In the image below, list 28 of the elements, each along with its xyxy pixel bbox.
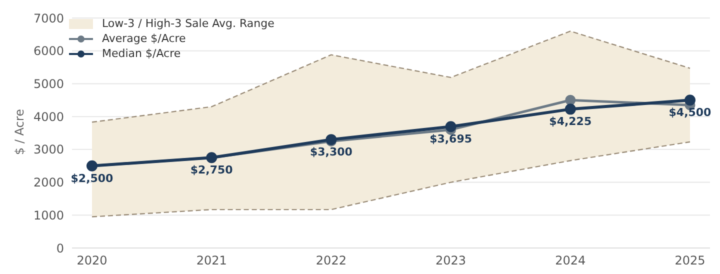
data-label: $2,500: [70, 172, 114, 185]
data-label: $3,300: [310, 146, 353, 159]
x-tick-label: 2023: [436, 254, 466, 268]
y-tick-label: 4000: [33, 110, 64, 124]
data-label: $2,750: [190, 164, 234, 177]
y-tick-label: 1000: [33, 208, 64, 222]
point: [684, 94, 696, 106]
point: [565, 94, 576, 106]
y-axis-title: $ / Acre: [12, 109, 26, 155]
x-tick-label: 2025: [674, 254, 706, 268]
x-tick-label: 2020: [76, 254, 108, 268]
y-tick-label: 3000: [33, 142, 64, 157]
y-tick-label: 6000: [33, 44, 64, 58]
y-tick-label: 5000: [33, 76, 64, 91]
point: [564, 104, 576, 115]
y-tick-label: 0: [56, 241, 64, 256]
data-label: $4,225: [549, 115, 592, 128]
data-label: $3,695: [430, 132, 472, 146]
x-tick-label: 2021: [196, 254, 227, 268]
x-tick-label: 2024: [555, 254, 586, 268]
data-label: $4,500: [668, 106, 712, 120]
legend-label: Median $/Acre: [102, 46, 181, 61]
point: [445, 121, 456, 132]
y-tick-label: 2000: [33, 176, 64, 190]
legend-label: Low-3 / High-3 Sale Avg. Range: [102, 16, 274, 31]
legend-label: Average $/Acre: [102, 31, 186, 46]
y-tick-label: 7000: [33, 11, 64, 26]
x-tick-label: 2022: [316, 254, 346, 268]
